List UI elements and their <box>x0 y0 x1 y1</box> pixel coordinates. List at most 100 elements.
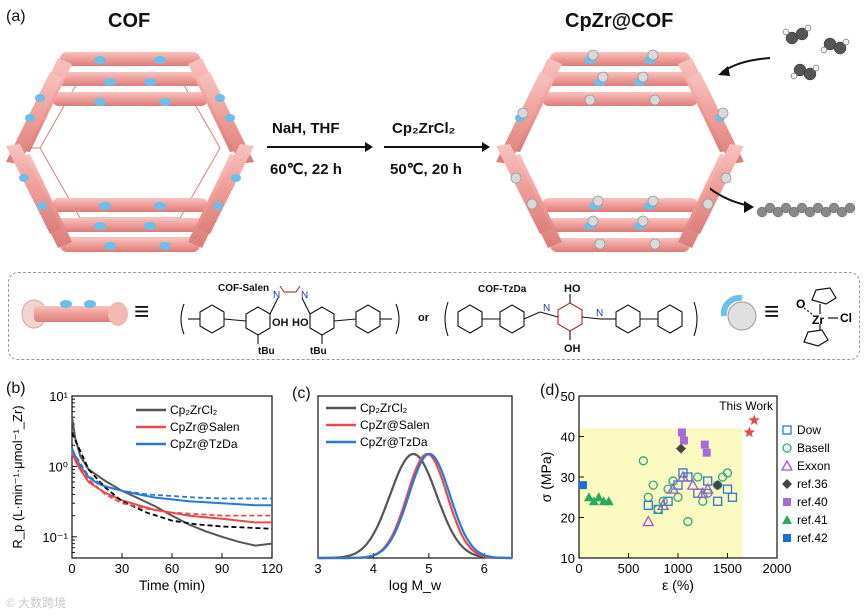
panel-d-series-ref-36 <box>675 443 723 491</box>
panel-b-xtick-label: 60 <box>165 561 179 576</box>
cpzr-cof-title: CpZr@COF <box>565 10 674 32</box>
salen-n2-text: N <box>301 290 308 301</box>
panel-b-legend-label: CpZr@Salen <box>170 420 240 434</box>
equiv-symbol-2: ≡ <box>764 296 780 326</box>
step2-reagent: Cp₂ZrCl₂ <box>392 120 456 137</box>
panel-d-point <box>588 496 599 506</box>
panel-d-xlabel: ε (%) <box>662 577 694 593</box>
panel-d-point <box>693 472 703 482</box>
or-text: or <box>418 312 429 324</box>
panel-d-legend-marker <box>783 498 791 506</box>
panel-b-series-cp-zrcl- <box>71 417 273 547</box>
panel-d-xtick-label: 500 <box>618 561 640 576</box>
panel-c-legend-label: Cp₂ZrCl₂ <box>360 401 408 415</box>
panel-d-legend-marker <box>780 459 794 471</box>
panel-d-xtick-label: 1500 <box>713 561 742 576</box>
panel-b-xlabel: Time (min) <box>139 577 205 593</box>
panel-b-ytick-label: 10⁻¹ <box>42 530 68 545</box>
monomer-arrow <box>718 57 771 76</box>
panel-d-annotation: This Work <box>719 399 774 413</box>
panel-d-ytick-label: 10 <box>561 551 575 566</box>
salen-n1-text: N <box>273 290 280 301</box>
panel-d-ytick-label: 40 <box>561 430 575 445</box>
panel-b-series-cpzr-tzda <box>71 448 272 507</box>
panel-d-legend-label: Basell <box>797 441 830 455</box>
panel-d-point <box>578 481 587 490</box>
panel-c-chart: 3 4 5 6 log M_w Cp₂ZrCl₂ CpZr@Salen CpZr@TzDa <box>314 395 513 593</box>
step1-arrow <box>267 142 373 152</box>
salen-oh-text: OH <box>272 317 289 329</box>
panel-b-series-cpzr-salen <box>71 451 272 524</box>
cof-functional-sites <box>19 56 241 250</box>
panel-c-series-cp-zrcl- <box>318 452 512 560</box>
panel-d-point <box>583 492 594 502</box>
panel-d-series-exxon <box>642 470 714 527</box>
polyethylene-chain <box>756 202 856 218</box>
panel-c-xtick-label: 5 <box>425 561 432 576</box>
panel-a-tag: (a) <box>6 8 26 25</box>
panel-d-point <box>675 443 686 454</box>
cl-atom-text: Cl <box>840 311 852 325</box>
panel-b-xtick-label: 0 <box>68 561 75 576</box>
panel-d-point <box>701 482 714 494</box>
panel-c-xtick-label: 6 <box>481 561 488 576</box>
panel-d-legend-label: ref.36 <box>797 477 828 491</box>
panel-d-point <box>748 414 760 426</box>
salen-ho-text: HO <box>292 317 309 329</box>
panel-d-region <box>579 428 743 558</box>
step1-condition: 60℃, 22 h <box>270 161 342 178</box>
panel-d-legend-marker <box>782 425 792 435</box>
panel-d-legend-label: ref.40 <box>797 495 828 509</box>
panel-d-ytick-label: 50 <box>561 389 575 404</box>
panel-d-ytick-label: 20 <box>561 511 575 526</box>
panel-c-series-cpzr-tzda <box>318 452 512 560</box>
panel-d-point <box>700 440 709 449</box>
panel-d-point <box>743 426 755 438</box>
cpzr-catalyst-sites <box>510 49 732 250</box>
panel-d-point <box>722 484 733 494</box>
panel-d-point <box>603 496 614 506</box>
panel-d-point <box>702 448 711 457</box>
panel-d-ytick-label: 30 <box>561 470 575 485</box>
tzda-oh-text: OH <box>564 343 581 355</box>
panel-d-point <box>638 456 648 466</box>
panel-b-series-fit-salen <box>71 453 272 517</box>
panel-d-point <box>593 492 604 502</box>
tzda-n1-text: N <box>543 303 550 314</box>
panel-d-point <box>712 496 723 506</box>
cof-salen-structure: N N OH HO tBu tBu <box>180 285 400 356</box>
ethylene-molecules <box>782 24 850 81</box>
panel-d-point <box>658 496 668 506</box>
panel-c-series-cpzr-salen <box>318 452 512 560</box>
panel-c-xtick-label: 4 <box>370 561 377 576</box>
cof-rods <box>6 52 254 252</box>
panel-d-series-ref-41 <box>583 492 614 506</box>
panel-d-chart: 0 500 1000 1500 2000 10 20 30 40 50 ε (%) σ (MPa) Th… <box>538 389 830 593</box>
panel-d-point <box>727 492 738 502</box>
panel-d-legend-marker <box>782 443 792 453</box>
panel-d-ylabel: σ (MPa) <box>538 452 554 503</box>
panel-d-legend-marker <box>783 534 791 542</box>
panel-b-series-fit-tzda <box>71 449 272 500</box>
panel-d-xtick-label: 2000 <box>763 561 792 576</box>
panel-c-frame <box>317 395 513 559</box>
linker-rod-icon <box>21 299 128 329</box>
cof-salen-label: COF-Salen <box>218 283 270 294</box>
cof-tzda-structure: HO OH N N <box>444 283 698 355</box>
cof-tzda-label: COF-TzDa <box>478 284 527 295</box>
panel-b-xtick-label: 90 <box>215 561 229 576</box>
panel-b-legend-label: Cp₂ZrCl₂ <box>170 403 218 417</box>
panel-d-point <box>712 480 723 491</box>
salen-tbu1-text: tBu <box>258 346 275 356</box>
panel-d-series-ref-40 <box>677 428 711 457</box>
panel-d-xtick-label: 0 <box>575 561 582 576</box>
panel-b-xtick-label: 30 <box>115 561 129 576</box>
monomer-polymer-illustration <box>710 24 856 218</box>
structure-legend-box <box>8 272 860 360</box>
zr-atom-text: Zr <box>812 313 824 327</box>
panel-d-tag: (d) <box>540 382 560 399</box>
panel-d-point <box>643 492 653 502</box>
step2-arrow <box>384 142 490 152</box>
panel-d-point <box>648 480 658 490</box>
panel-d-legend-label: Exxon <box>797 459 830 473</box>
